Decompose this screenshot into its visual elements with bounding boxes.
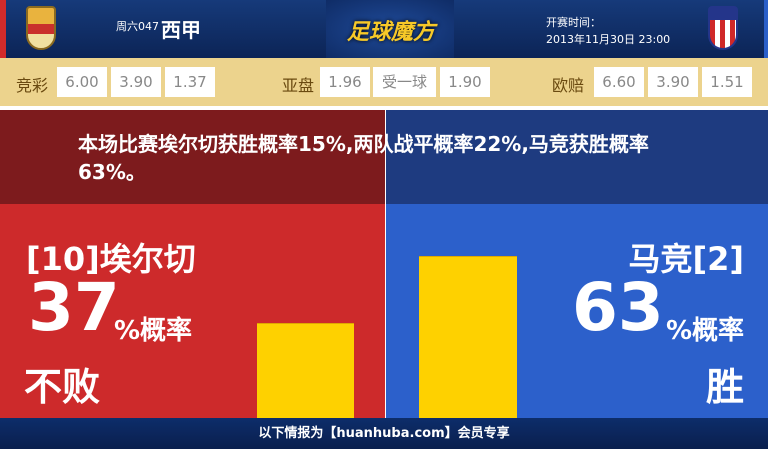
odds-bar: 竞彩 6.00 3.90 1.37 亚盘 1.96 受一球 1.90 欧赔 6.… xyxy=(0,58,768,106)
message-bg-home xyxy=(0,110,385,204)
yapan-label: 亚盘 xyxy=(282,76,315,95)
odds-value: 1.37 xyxy=(165,67,215,97)
prediction-summary: 本场比赛埃尔切获胜概率15%,两队战平概率22%,马竞获胜概率63%。 xyxy=(78,132,649,184)
odds-value: 1.51 xyxy=(702,67,752,97)
away-percent: 63 xyxy=(572,269,664,346)
odds-value: 6.60 xyxy=(594,67,644,97)
match-header: 周六047 西甲 足球魔方 开赛时间： 2013年11月30日 23:00 xyxy=(0,0,768,58)
kickoff-time: 2013年11月30日 23:00 xyxy=(546,33,671,46)
kickoff-info: 开赛时间： 2013年11月30日 23:00 xyxy=(546,14,670,48)
home-team-name: [10]埃尔切 xyxy=(26,240,196,278)
message-bg-away xyxy=(386,110,768,204)
home-percent-unit: %概率 xyxy=(114,316,193,346)
member-footer[interactable]: 以下情报为【huanhuba.com】会员专享 xyxy=(0,418,768,449)
away-team-logo xyxy=(708,6,738,50)
home-percent: 37 xyxy=(28,269,120,346)
home-panel: [10]埃尔切 37 %概率 不败 xyxy=(0,204,385,418)
brand-panel xyxy=(326,0,454,58)
home-probability-bar xyxy=(257,322,354,418)
odds-value: 1.90 xyxy=(440,67,490,97)
away-outcome: 胜 xyxy=(705,365,744,409)
away-team-name: 马竞[2] xyxy=(628,240,744,278)
jingcai-label: 竞彩 xyxy=(16,76,49,95)
odds-value: 3.90 xyxy=(111,67,161,97)
ouzhi-label: 欧赔 xyxy=(552,76,585,95)
home-outcome: 不败 xyxy=(24,365,101,409)
home-team-logo xyxy=(26,6,56,50)
away-panel: 马竞[2] 63 %概率 胜 xyxy=(386,204,768,418)
match-code: 周六047 xyxy=(116,20,159,33)
away-probability-bar xyxy=(419,256,517,418)
league-name: 西甲 xyxy=(161,18,201,42)
kickoff-label: 开赛时间： xyxy=(546,16,601,29)
handicap-value: 受一球 xyxy=(373,67,436,97)
odds-value: 3.90 xyxy=(648,67,698,97)
odds-value: 6.00 xyxy=(57,67,107,97)
odds-value: 1.96 xyxy=(320,67,370,97)
brand-logo: 足球魔方 xyxy=(346,20,435,45)
away-percent-unit: %概率 xyxy=(665,316,744,346)
